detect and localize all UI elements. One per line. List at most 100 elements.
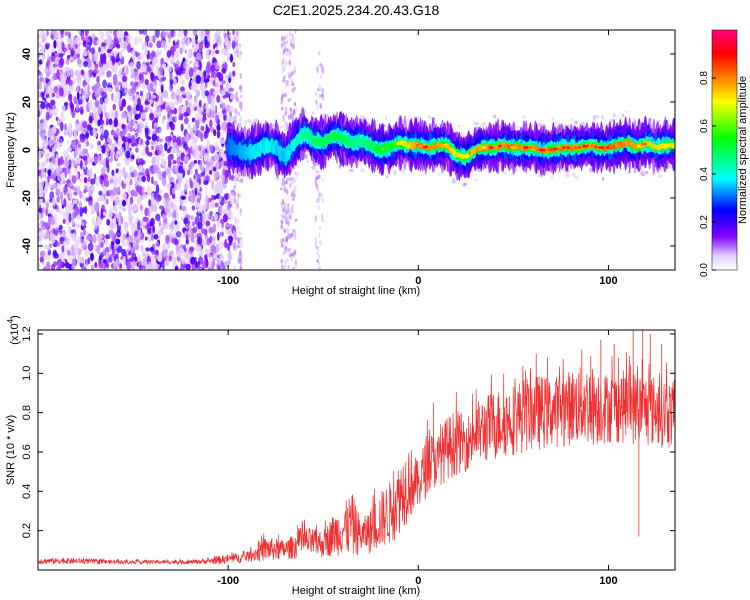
spectrogram-cell: [183, 61, 187, 69]
spectrogram-cell: [551, 175, 554, 179]
spectrogram-cell: [87, 242, 94, 252]
spectrogram-cell: [145, 236, 148, 241]
spectrogram-cell: [158, 138, 164, 143]
spectrogram-cell: [100, 31, 105, 41]
spectrogram-cell: [153, 234, 159, 240]
spectrogram-cell: [142, 216, 149, 222]
spectrogram-cell: [102, 187, 107, 193]
spectrogram-cell: [81, 240, 87, 250]
spectrogram-cell: [211, 194, 215, 201]
spectrogram-cell: [480, 122, 484, 128]
spectrogram-cell: [153, 117, 158, 124]
spectrogram-cell: [222, 213, 229, 223]
spectrogram-cell: [191, 221, 196, 227]
spectrogram-cell: [190, 215, 194, 221]
spectrogram-cell: [475, 121, 480, 125]
spectrogram-cell: [216, 243, 220, 253]
spectrogram-cell: [117, 245, 123, 253]
spectrogram-cell: [644, 170, 649, 175]
spectrogram-cell: [54, 205, 59, 210]
spectrogram-cell: [102, 45, 107, 54]
spectrogram-cell: [48, 183, 53, 189]
spectrogram-cell: [192, 43, 199, 53]
spectrogram-cell: [144, 44, 148, 52]
spectrogram-cell: [124, 224, 129, 235]
spectrogram-cell: [515, 125, 520, 129]
spectrogram-cell: [319, 102, 322, 106]
spectrogram-cell: [174, 265, 179, 270]
spectrogram-cell: [169, 250, 174, 257]
spectrogram-cell: [170, 147, 176, 154]
spectrogram-cell: [151, 94, 157, 99]
spectrogram-cell: [319, 239, 322, 247]
spectrogram-cell: [152, 164, 159, 174]
spectrogram-cell: [93, 115, 98, 123]
spectrogram-cell: [38, 162, 41, 168]
spectrogram-cell: [318, 225, 322, 231]
spectrogram-cell: [135, 94, 139, 100]
spectrogram-cell: [165, 234, 170, 244]
spectrogram-cell: [122, 256, 126, 266]
spectrogram-cell: [400, 169, 406, 174]
spectrogram-cell: [228, 72, 233, 79]
spectrogram-cell: [83, 177, 88, 184]
spectrogram-cell: [203, 153, 208, 162]
spectrogram-cell: [108, 209, 113, 219]
spectrogram-cell: [213, 129, 217, 137]
spectrogram-cell: [151, 156, 156, 165]
spectrogram-cell: [286, 50, 289, 57]
spectrogram-cell: [574, 120, 578, 125]
spectrogram-cell: [127, 203, 132, 210]
spectrogram-cell: [38, 42, 42, 48]
spectrogram-cell: [192, 125, 196, 131]
spectrogram-cell: [110, 195, 115, 202]
spectrogram-cell: [316, 250, 319, 255]
spectrogram-cell: [38, 230, 42, 237]
spectrogram-cell: [74, 161, 79, 168]
spectrogram-cell: [155, 213, 161, 222]
spectrogram-cell: [282, 40, 286, 46]
spectrogram-cell: [206, 161, 212, 168]
spectrogram-cell: [80, 69, 85, 76]
spectrogram-cell: [123, 64, 128, 74]
figure-title: C2E1.2025.234.20.43.G18: [273, 2, 440, 18]
spectrogram-cell: [551, 116, 555, 122]
spectrogram-cell: [181, 258, 186, 265]
spectrogram-cell: [203, 130, 208, 140]
spectrogram-cell: [283, 202, 287, 208]
spectrogram-cell: [190, 233, 195, 243]
spectrogram-cell: [121, 98, 127, 108]
spectrogram-cell: [144, 100, 150, 105]
spectrogram-cell: [133, 100, 137, 107]
spectrogram-cell: [127, 132, 132, 139]
spectrogram-cell: [281, 35, 284, 42]
spectrogram-cell: [239, 208, 242, 213]
spectrogram-cell: [74, 236, 81, 245]
spectrogram-cell: [65, 168, 71, 175]
spectrogram-cell: [180, 91, 186, 96]
spectrogram-cell: [63, 150, 69, 159]
spectrogram-cell: [71, 175, 77, 184]
spectrogram-cell: [129, 196, 134, 205]
spectrogram-cell: [318, 94, 322, 99]
spectrogram-cell: [48, 215, 52, 226]
spectrogram-cell: [94, 262, 98, 268]
spectrogram-cell: [282, 50, 285, 55]
spectrogram-cell: [67, 202, 73, 212]
spectrogram-cell: [139, 194, 146, 201]
spectrogram-cell: [102, 259, 107, 264]
spectrogram-cell: [185, 100, 189, 107]
spectrogram-cell: [215, 114, 219, 123]
spectrogram-cell: [153, 110, 157, 118]
spectrogram-cell: [236, 54, 239, 58]
spectrogram-cell: [98, 30, 102, 35]
spectrogram-cell: [149, 35, 153, 43]
spectrogram-cell: [82, 100, 85, 108]
spectrogram-cell: [233, 266, 236, 270]
spectrogram-cell: [209, 235, 213, 244]
spectrogram-cell: [287, 228, 290, 232]
spectrogram-cell: [60, 196, 64, 206]
spectrogram-cell: [280, 213, 283, 218]
spectrogram-cell: [170, 45, 175, 55]
spectrogram-cell: [150, 140, 156, 145]
